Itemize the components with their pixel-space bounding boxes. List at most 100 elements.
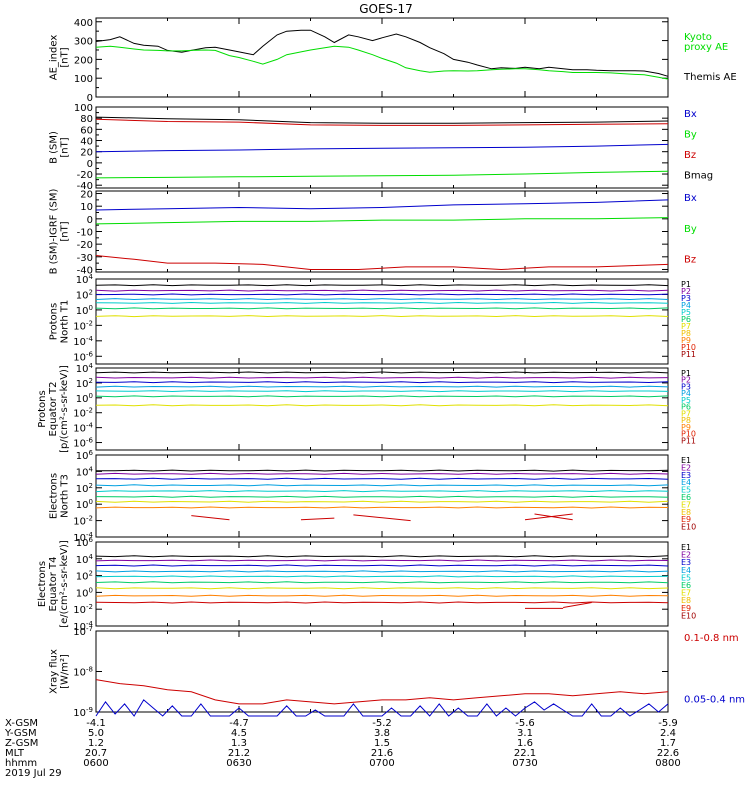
y-tick-label: 102 (76, 482, 93, 495)
y-tick-label: 106 (76, 449, 94, 462)
legend-entry: P10 (681, 343, 696, 352)
y-tick-label: 10-8 (73, 666, 93, 679)
y-tick-label: 10-2 (73, 407, 93, 420)
flux-channel-line (95, 472, 669, 475)
legend-entry: Bmag (684, 171, 713, 182)
flux-channel-line (95, 385, 669, 388)
y-tick-label: 100 (74, 103, 93, 114)
legend-entry: E9 (681, 515, 691, 524)
legend-entry: P4 (681, 389, 691, 398)
footer-value: 22.1 (514, 748, 536, 759)
legend-entry: P5 (681, 396, 691, 405)
flux-channel-line (95, 298, 669, 301)
flux-channel-line (95, 390, 669, 393)
y-tick-label: 102 (76, 377, 93, 390)
footer-value: 1.5 (374, 738, 390, 749)
flux-channel-line (95, 594, 669, 597)
footer-value: 0630 (226, 758, 251, 769)
flux-segment (563, 601, 592, 609)
y-tick-label: -30 (77, 253, 93, 264)
footer-value: 22.6 (657, 748, 679, 759)
series-line (95, 199, 669, 211)
series-line (95, 679, 669, 705)
y-tick-label: -40 (77, 181, 93, 192)
y-tick-label: 10-4 (73, 422, 93, 435)
footer-value: 20.7 (85, 748, 107, 759)
legend-entry: E3 (681, 558, 691, 567)
y-tick-label: 10-2 (73, 515, 93, 528)
footer-value: 1.2 (88, 738, 104, 749)
legend-entry: E1 (681, 543, 691, 552)
legend-entry: By (684, 224, 697, 235)
y-tick-label: 10 (80, 202, 93, 213)
flux-channel-line (95, 559, 669, 562)
legend-entry: 0.05-0.4 nm (684, 695, 745, 706)
panel-frame (95, 278, 669, 365)
y-tick-label: 104 (76, 465, 94, 478)
y-tick-label: 400 (74, 18, 93, 29)
legend-entry: P2 (681, 287, 691, 296)
panel-frame (95, 541, 669, 627)
legend-entry: Bz (684, 255, 696, 266)
legend-entry: Themis AE (683, 72, 737, 83)
legend-entry: E7 (681, 500, 691, 509)
flux-segment (191, 515, 230, 521)
legend-entry: P3 (681, 382, 691, 391)
series-line (95, 217, 669, 225)
flux-channel-line (95, 371, 669, 374)
legend-entry: E8 (681, 596, 691, 605)
legend-entry: E7 (681, 589, 691, 598)
y-tick-label: 100 (76, 498, 93, 511)
y-tick-label: 20 (80, 190, 93, 201)
legend-entry: P8 (681, 329, 691, 338)
footer-value: 4.5 (231, 728, 247, 739)
series-line (95, 170, 669, 179)
footer-value: -5.9 (658, 718, 678, 729)
y-axis-label: [p/(cm²-s-sr-keV)] (59, 365, 70, 453)
y-axis-label: B (SM) (49, 131, 60, 164)
legend-entry: E5 (681, 573, 691, 582)
y-tick-label: 100 (76, 586, 93, 599)
legend-entry: E3 (681, 471, 691, 480)
flux-channel-line (95, 293, 669, 296)
footer-value: 0730 (512, 758, 537, 769)
flux-segment (524, 513, 573, 521)
legend-entry: Bx (684, 193, 697, 204)
legend-entry: E2 (681, 551, 691, 560)
legend-entry: P11 (681, 436, 696, 445)
y-tick-label: -10 (77, 228, 93, 239)
footer-row-label: Z-GSM (5, 738, 38, 749)
panel-frame (95, 454, 669, 538)
footer-row-label: MLT (5, 748, 25, 759)
series-line (95, 143, 669, 153)
footer-value: 1.3 (231, 738, 247, 749)
legend-entry: E9 (681, 604, 691, 613)
legend-entry: E10 (681, 611, 696, 620)
flux-channel-line (95, 376, 669, 379)
y-tick-label: 104 (76, 273, 94, 286)
flux-channel-line (95, 564, 669, 567)
y-tick-label: 40 (80, 137, 93, 148)
y-axis-label: [nT] (60, 47, 71, 67)
flux-channel-line (95, 315, 669, 318)
footer-value: 0600 (83, 758, 108, 769)
legend-entry: Kyoto (684, 32, 712, 43)
y-tick-label: 0 (87, 159, 93, 170)
y-tick-label: 10-2 (73, 319, 93, 332)
footer-value: 0700 (369, 758, 394, 769)
y-tick-label: 10-7 (73, 625, 93, 638)
y-axis-label: [e/(cm²-s-sr-keV)] (59, 540, 70, 628)
flux-channel-line (95, 484, 669, 487)
flux-channel-line (95, 395, 669, 398)
legend-entry: P7 (681, 322, 691, 331)
plot-title: GOES-17 (359, 2, 413, 16)
footer-row-label: hhmm (5, 758, 37, 769)
series-line (95, 45, 669, 80)
flux-segment (300, 517, 335, 521)
legend-entry: P1 (681, 280, 691, 289)
y-tick-label: 10-2 (73, 603, 93, 616)
